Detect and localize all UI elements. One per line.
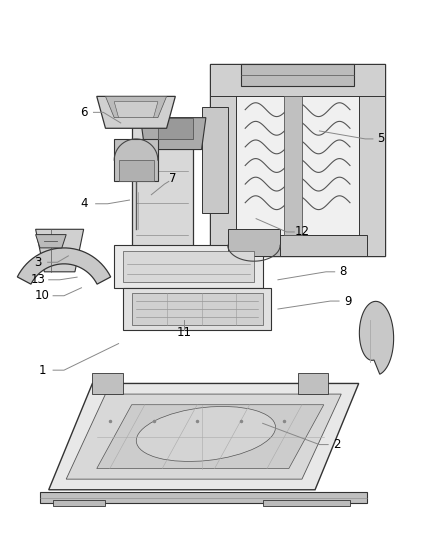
- Polygon shape: [158, 118, 193, 139]
- Text: 11: 11: [177, 326, 191, 340]
- Polygon shape: [40, 492, 367, 503]
- Polygon shape: [97, 96, 175, 128]
- Polygon shape: [141, 118, 206, 150]
- Text: 3: 3: [34, 256, 42, 269]
- Text: 7: 7: [170, 172, 177, 185]
- Text: 9: 9: [344, 295, 352, 308]
- Polygon shape: [92, 373, 123, 394]
- Text: 8: 8: [340, 265, 347, 278]
- Polygon shape: [106, 96, 166, 118]
- Polygon shape: [132, 293, 263, 325]
- Polygon shape: [132, 118, 193, 298]
- Polygon shape: [49, 383, 359, 490]
- Polygon shape: [359, 301, 394, 374]
- Polygon shape: [297, 373, 328, 394]
- Polygon shape: [210, 64, 385, 256]
- Polygon shape: [35, 229, 84, 272]
- Polygon shape: [123, 251, 254, 282]
- Polygon shape: [241, 64, 354, 86]
- Text: 12: 12: [294, 225, 310, 238]
- Ellipse shape: [136, 407, 276, 462]
- Polygon shape: [201, 107, 228, 213]
- Polygon shape: [285, 96, 302, 235]
- Polygon shape: [18, 248, 111, 284]
- Polygon shape: [123, 288, 272, 330]
- Text: 5: 5: [377, 132, 384, 146]
- Polygon shape: [114, 245, 263, 288]
- Polygon shape: [66, 394, 341, 479]
- Polygon shape: [53, 500, 106, 506]
- Polygon shape: [228, 229, 280, 256]
- Polygon shape: [359, 64, 385, 256]
- Text: 1: 1: [39, 364, 46, 377]
- Text: 4: 4: [80, 197, 88, 211]
- Text: 2: 2: [333, 438, 341, 451]
- Polygon shape: [228, 235, 367, 256]
- Polygon shape: [119, 160, 153, 181]
- Text: 6: 6: [80, 106, 88, 119]
- Polygon shape: [210, 64, 237, 256]
- Text: 13: 13: [30, 273, 45, 286]
- Polygon shape: [35, 235, 66, 248]
- Polygon shape: [114, 139, 158, 181]
- Polygon shape: [210, 64, 385, 96]
- Text: 10: 10: [35, 289, 49, 302]
- Polygon shape: [97, 405, 324, 469]
- Polygon shape: [114, 102, 158, 118]
- Polygon shape: [263, 500, 350, 506]
